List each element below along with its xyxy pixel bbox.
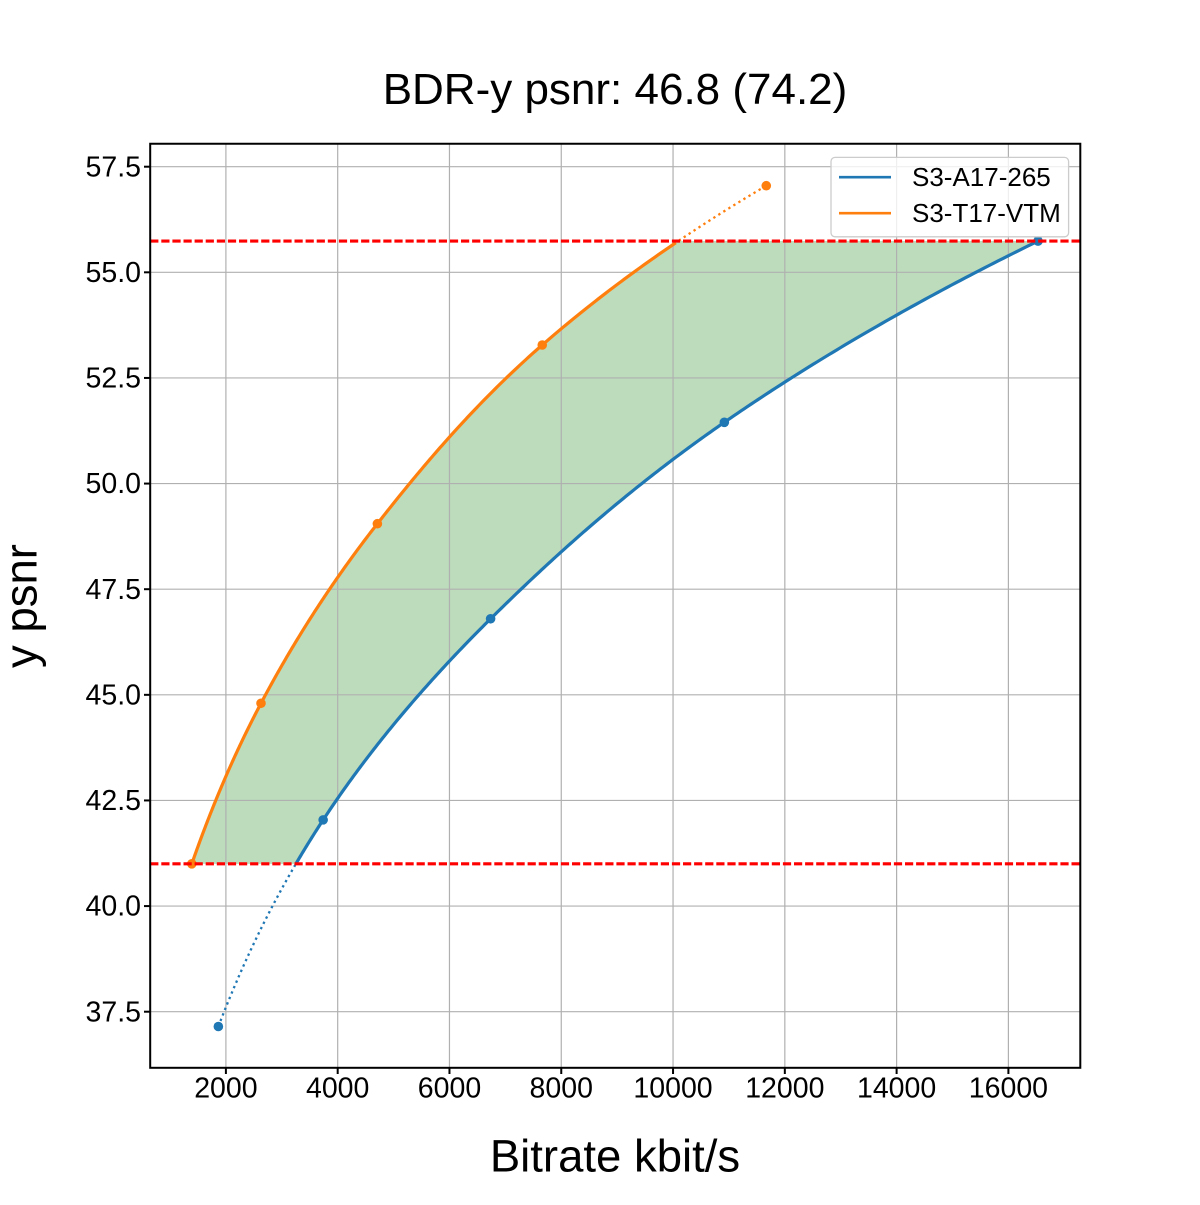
svg-text:16000: 16000: [969, 1073, 1048, 1105]
svg-text:6000: 6000: [418, 1073, 481, 1105]
svg-text:12000: 12000: [745, 1073, 824, 1105]
svg-text:S3-A17-265: S3-A17-265: [912, 162, 1051, 192]
svg-text:14000: 14000: [857, 1073, 936, 1105]
svg-text:2000: 2000: [194, 1073, 257, 1105]
svg-text:57.5: 57.5: [86, 151, 141, 183]
svg-text:y psnr: y psnr: [0, 544, 47, 668]
svg-text:37.5: 37.5: [86, 996, 141, 1028]
svg-text:4000: 4000: [306, 1073, 369, 1105]
svg-text:45.0: 45.0: [86, 679, 141, 711]
svg-text:40.0: 40.0: [86, 891, 141, 923]
svg-text:50.0: 50.0: [86, 468, 141, 500]
svg-text:52.5: 52.5: [86, 363, 141, 395]
svg-text:10000: 10000: [633, 1073, 712, 1105]
svg-text:BDR-y psnr: 46.8 (74.2): BDR-y psnr: 46.8 (74.2): [383, 65, 848, 114]
svg-text:47.5: 47.5: [86, 574, 141, 606]
svg-text:8000: 8000: [530, 1073, 593, 1105]
svg-text:42.5: 42.5: [86, 785, 141, 817]
svg-text:Bitrate kbit/s: Bitrate kbit/s: [490, 1131, 740, 1182]
svg-text:55.0: 55.0: [86, 257, 141, 289]
svg-text:S3-T17-VTM: S3-T17-VTM: [912, 198, 1061, 228]
